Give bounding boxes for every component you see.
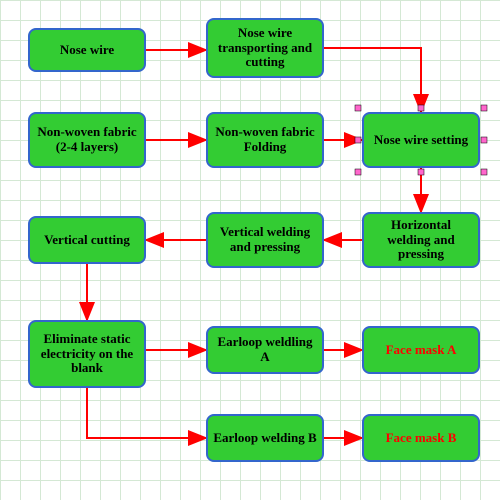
node-n10[interactable]: Earloop weldling A (206, 326, 324, 374)
selection-handle[interactable] (481, 105, 487, 111)
selection-handle[interactable] (355, 137, 361, 143)
node-n6[interactable]: Horizontal welding and pressing (362, 212, 480, 268)
node-n9[interactable]: Eliminate static electricity on the blan… (28, 320, 146, 388)
node-n7[interactable]: Vertical welding and pressing (206, 212, 324, 268)
selection-handle[interactable] (418, 169, 424, 175)
selection-handle[interactable] (355, 105, 361, 111)
edge-n9-n12 (87, 388, 206, 438)
node-n8[interactable]: Vertical cutting (28, 216, 146, 264)
selection-handle[interactable] (481, 169, 487, 175)
node-n12[interactable]: Earloop welding B (206, 414, 324, 462)
node-n5[interactable]: Nose wire setting (362, 112, 480, 168)
node-n1[interactable]: Nose wire (28, 28, 146, 72)
node-n13[interactable]: Face mask B (362, 414, 480, 462)
selection-handle[interactable] (355, 169, 361, 175)
selection-handle[interactable] (481, 137, 487, 143)
node-n11[interactable]: Face mask A (362, 326, 480, 374)
node-n4[interactable]: Non-woven fabric Folding (206, 112, 324, 168)
node-n3[interactable]: Non-woven fabric (2-4 layers) (28, 112, 146, 168)
selection-handle[interactable] (418, 105, 424, 111)
edge-n2-n5 (324, 48, 421, 112)
node-n2[interactable]: Nose wire transporting and cutting (206, 18, 324, 78)
